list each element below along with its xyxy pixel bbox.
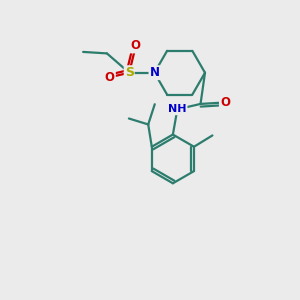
Text: NH: NH — [168, 104, 187, 114]
Text: S: S — [125, 66, 134, 79]
Text: O: O — [220, 96, 230, 109]
Text: O: O — [131, 40, 141, 52]
Text: O: O — [105, 71, 115, 84]
Text: N: N — [149, 66, 160, 79]
